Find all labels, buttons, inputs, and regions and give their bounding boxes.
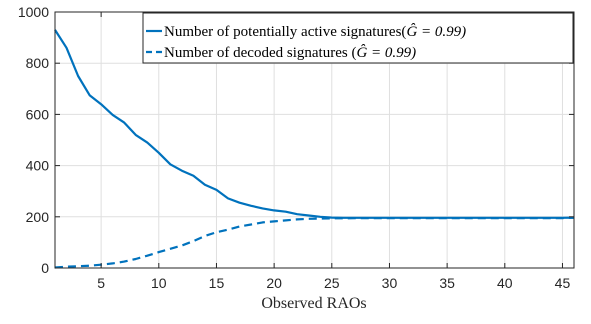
axis-ticks: 5 10 15 20 25 30 35 40 45 0 200 400 600 800 1000 — [18, 4, 574, 291]
legend-entry-decoded-math: Ĝ = 0.99) — [356, 44, 416, 61]
series-layer — [54, 29, 575, 269]
legend-entry-decoded: Number of decoded signatures (Ĝ = 0.99) — [164, 44, 416, 61]
x-tick-label: 10 — [151, 275, 167, 291]
series-line-decoded — [54, 216, 575, 269]
legend-box — [142, 12, 574, 64]
legend-entry-active-math: Ĝ = 0.99) — [406, 23, 466, 40]
legend: Number of potentially active signatures(… — [142, 12, 574, 64]
legend-entry-decoded-text: Number of decoded signatures ( — [164, 45, 356, 61]
x-tick-label: 25 — [324, 275, 340, 291]
y-tick-label: 400 — [26, 158, 50, 174]
legend-entry-active: Number of potentially active signatures(… — [164, 23, 466, 40]
x-tick-label: 5 — [97, 275, 105, 291]
x-tick-label: 20 — [266, 275, 282, 291]
x-axis-label: Observed RAOs — [261, 295, 366, 312]
y-tick-label: 1000 — [18, 4, 49, 20]
x-tick-label: 30 — [382, 275, 398, 291]
y-tick-label: 0 — [41, 260, 49, 276]
x-tick-label: 35 — [439, 275, 455, 291]
x-tick-label: 40 — [497, 275, 513, 291]
y-tick-label: 600 — [26, 106, 50, 122]
x-tick-label: 45 — [555, 275, 571, 291]
legend-entry-active-text: Number of potentially active signatures( — [164, 24, 406, 40]
plot-frame — [54, 11, 575, 269]
series-line-potentially-active — [54, 29, 575, 219]
y-tick-label: 800 — [26, 55, 50, 71]
x-tick-label: 15 — [209, 275, 225, 291]
y-tick-label: 200 — [26, 209, 50, 225]
